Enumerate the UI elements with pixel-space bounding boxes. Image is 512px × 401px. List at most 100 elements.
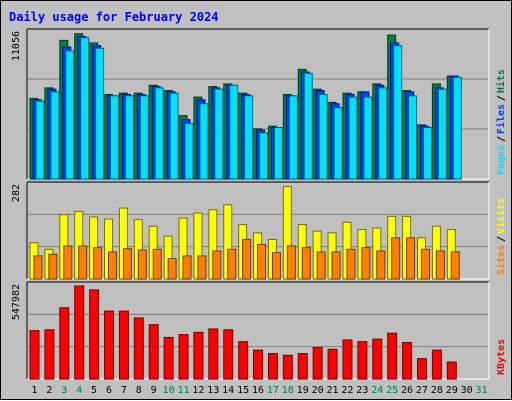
bar-sites-day-4 <box>78 245 88 280</box>
bar-sites-day-24 <box>376 250 386 280</box>
bar-sites-day-17 <box>271 252 281 280</box>
bar-pages-day-28 <box>437 88 447 180</box>
bar-kbytes-day-5 <box>89 289 100 380</box>
bar-sites-day-19 <box>301 247 311 280</box>
bar-sites-day-15 <box>242 238 252 280</box>
panel-bottom-max-label: 547982 <box>11 284 22 320</box>
x-tick-day-25: 25 <box>386 385 398 396</box>
bar-kbytes-day-4 <box>74 285 85 380</box>
bar-sites-day-13 <box>212 250 222 280</box>
x-tick-day-16: 16 <box>252 385 264 396</box>
bar-kbytes-day-10 <box>163 336 174 380</box>
bar-kbytes-day-27 <box>416 358 427 380</box>
x-tick-day-29: 29 <box>446 385 458 396</box>
bar-sites-day-8 <box>137 249 147 280</box>
legend-files: Files <box>495 104 507 134</box>
bar-pages-day-6 <box>110 95 120 180</box>
x-tick-day-13: 13 <box>207 385 219 396</box>
bar-sites-day-1 <box>33 255 43 280</box>
bar-pages-day-7 <box>124 95 134 180</box>
bar-kbytes-day-9 <box>148 324 159 380</box>
x-tick-day-24: 24 <box>371 385 383 396</box>
bar-sites-day-2 <box>48 253 58 280</box>
bar-sites-day-11 <box>182 255 192 280</box>
x-tick-day-7: 7 <box>121 385 127 396</box>
x-tick-day-2: 2 <box>46 385 52 396</box>
x-tick-day-17: 17 <box>267 385 279 396</box>
panel-top-max-label: 11056 <box>11 31 22 61</box>
x-tick-day-14: 14 <box>222 385 234 396</box>
bar-sites-day-16 <box>257 243 267 280</box>
bar-sites-day-5 <box>93 247 103 280</box>
x-tick-day-4: 4 <box>76 385 82 396</box>
bar-kbytes-day-22 <box>342 339 353 380</box>
bar-pages-day-22 <box>348 96 358 180</box>
bar-kbytes-day-17 <box>267 353 278 380</box>
bar-kbytes-day-7 <box>118 310 129 380</box>
legend-separator: / <box>496 236 507 242</box>
bar-kbytes-day-25 <box>387 332 398 380</box>
bar-pages-day-1 <box>35 100 45 180</box>
x-tick-day-5: 5 <box>91 385 97 396</box>
bar-kbytes-day-24 <box>372 338 383 380</box>
bar-sites-day-26 <box>406 237 416 280</box>
bar-pages-day-25 <box>393 45 403 180</box>
legend-hits: Hits <box>495 69 507 93</box>
panel-middle-max-label: 282 <box>11 184 22 202</box>
bar-kbytes-day-18 <box>282 354 293 380</box>
bar-sites-day-14 <box>227 248 237 280</box>
bar-sites-day-27 <box>420 248 430 280</box>
x-tick-day-22: 22 <box>341 385 353 396</box>
bar-pages-day-16 <box>259 132 269 180</box>
bar-kbytes-day-26 <box>402 342 413 380</box>
bar-kbytes-day-14 <box>223 329 234 380</box>
legend-visits: Visits <box>495 198 507 234</box>
bar-kbytes-day-1 <box>29 330 40 380</box>
bar-pages-day-11 <box>184 123 194 180</box>
bar-kbytes-day-3 <box>59 307 70 380</box>
bar-kbytes-day-11 <box>178 334 189 380</box>
bar-pages-day-5 <box>95 47 105 180</box>
x-tick-day-31: 31 <box>476 385 488 396</box>
x-tick-day-21: 21 <box>326 385 338 396</box>
bar-pages-day-13 <box>214 88 224 180</box>
bar-kbytes-day-6 <box>104 310 115 380</box>
bar-kbytes-day-28 <box>431 349 442 380</box>
bar-pages-day-9 <box>154 87 164 180</box>
legend-pages: Pages <box>496 145 507 175</box>
x-tick-day-18: 18 <box>282 385 294 396</box>
x-tick-day-19: 19 <box>297 385 309 396</box>
bar-pages-day-14 <box>229 84 239 180</box>
bar-sites-day-20 <box>316 251 326 280</box>
bar-sites-day-25 <box>391 237 401 280</box>
x-tick-day-15: 15 <box>237 385 249 396</box>
bar-kbytes-day-16 <box>253 349 264 380</box>
bar-pages-day-8 <box>139 95 149 180</box>
x-tick-day-23: 23 <box>356 385 368 396</box>
x-tick-day-8: 8 <box>136 385 142 396</box>
bar-kbytes-day-2 <box>44 329 55 380</box>
x-tick-day-28: 28 <box>431 385 443 396</box>
bar-sites-day-10 <box>167 258 177 280</box>
legend-separator: / <box>496 136 507 142</box>
bar-kbytes-day-8 <box>133 317 144 380</box>
bar-pages-day-27 <box>422 126 432 180</box>
bar-pages-day-29 <box>452 76 462 180</box>
bar-sites-day-9 <box>152 248 162 280</box>
x-tick-day-12: 12 <box>192 385 204 396</box>
bar-kbytes-day-13 <box>208 328 219 380</box>
bar-kbytes-day-20 <box>312 347 323 380</box>
x-tick-day-6: 6 <box>106 385 112 396</box>
bar-pages-day-17 <box>273 126 283 180</box>
x-tick-day-30: 30 <box>461 385 473 396</box>
x-tick-day-1: 1 <box>31 385 37 396</box>
x-tick-day-3: 3 <box>61 385 67 396</box>
bar-pages-day-26 <box>408 95 418 180</box>
bar-pages-day-23 <box>363 96 373 180</box>
bar-pages-day-4 <box>80 37 90 180</box>
x-tick-day-20: 20 <box>312 385 324 396</box>
bar-pages-day-18 <box>288 95 298 180</box>
bar-sites-day-22 <box>346 248 356 280</box>
bar-sites-day-29 <box>450 251 460 280</box>
